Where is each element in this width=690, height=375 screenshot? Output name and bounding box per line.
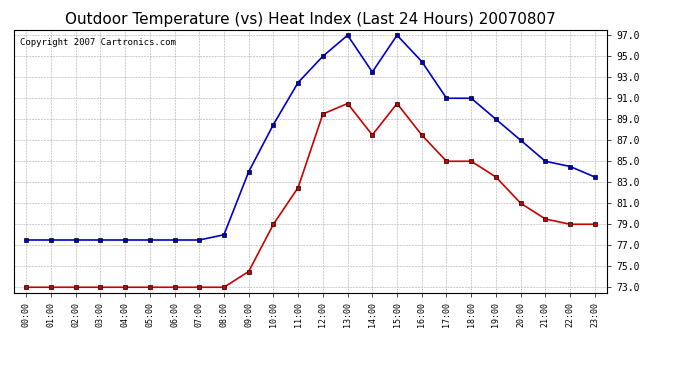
- Title: Outdoor Temperature (vs) Heat Index (Last 24 Hours) 20070807: Outdoor Temperature (vs) Heat Index (Las…: [65, 12, 556, 27]
- Text: Copyright 2007 Cartronics.com: Copyright 2007 Cartronics.com: [20, 38, 176, 47]
